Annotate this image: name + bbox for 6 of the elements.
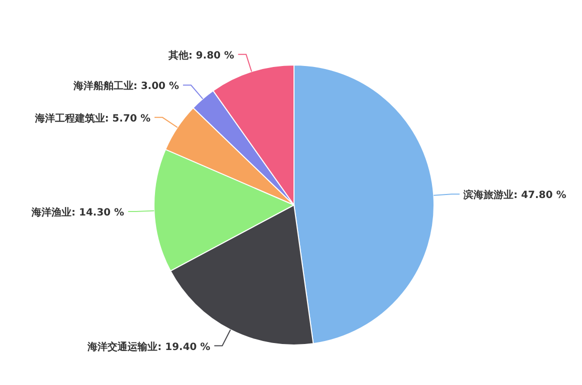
slice-label: 滨海旅游业: 47.80 % — [462, 189, 566, 202]
slice-label: 海洋船舶工业: 3.00 % — [72, 80, 180, 92]
slice-label: 海洋工程建筑业: 5.70 % — [34, 112, 150, 124]
slice-label: 海洋渔业: 14.30 % — [30, 206, 124, 218]
slice-label: 其他: 9.80 % — [167, 49, 234, 62]
slice-label: 海洋交通运输业: 19.40 % — [86, 340, 210, 353]
